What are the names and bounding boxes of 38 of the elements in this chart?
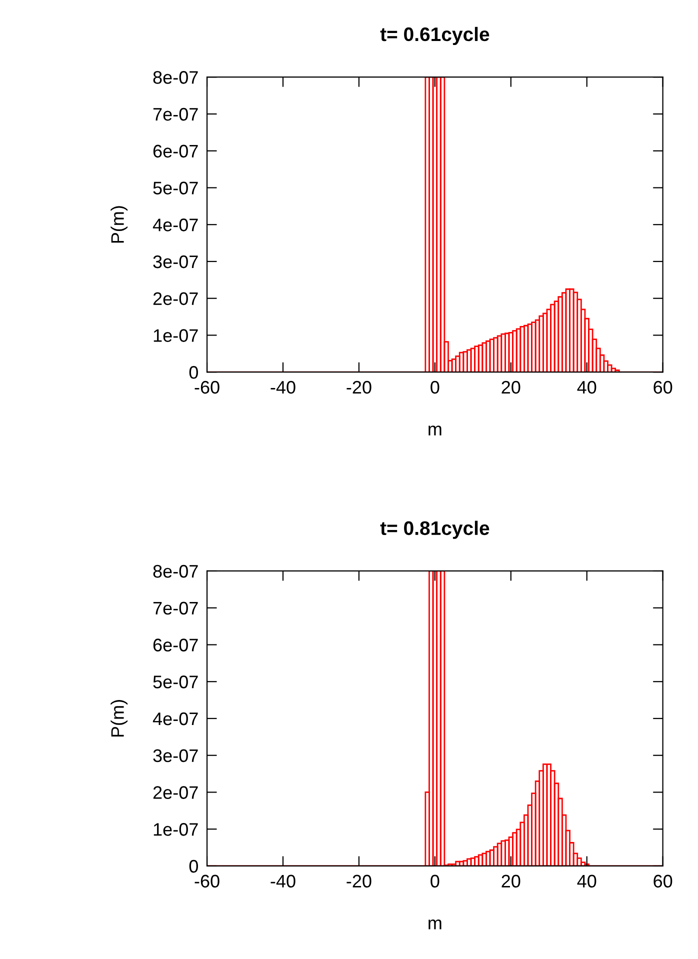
- chart-title: t= 0.81cycle: [380, 520, 490, 539]
- x-tick-label: 0: [430, 380, 440, 394]
- y-tick-label: 2e-07: [153, 292, 198, 306]
- x-axis-title: m: [428, 920, 442, 930]
- x-tick-label: 40: [577, 380, 596, 394]
- x-tick-label: 20: [502, 874, 520, 888]
- chart-title: t= 0.61cycle: [380, 26, 490, 46]
- x-tick-label: 60: [654, 874, 672, 888]
- x-tick-label: -40: [270, 380, 296, 394]
- y-tick-label: 7e-07: [153, 108, 198, 121]
- y-tick-label: 0: [189, 366, 198, 379]
- y-tick-label: 4e-07: [152, 218, 198, 232]
- y-tick-label: 8e-07: [153, 564, 198, 578]
- y-tick-label: 1e-07: [154, 823, 198, 836]
- x-tick-label: -20: [346, 380, 372, 394]
- x-tick-label: -60: [194, 874, 220, 888]
- x-tick-label: 20: [502, 380, 520, 394]
- y-tick-label: 6e-07: [153, 638, 198, 652]
- x-tick-label: -60: [194, 380, 220, 394]
- y-axis-title: P(m): [110, 700, 128, 737]
- y-tick-label: 0: [189, 860, 198, 873]
- y-tick-label: 5e-07: [153, 676, 198, 688]
- x-tick-label: 0: [430, 874, 440, 888]
- y-tick-label: 4e-07: [152, 712, 198, 726]
- y-tick-label: 1e-07: [154, 329, 198, 342]
- x-tick-label: 60: [654, 380, 672, 394]
- y-tick-label: 3e-07: [153, 749, 198, 762]
- y-tick-label: 6e-07: [153, 144, 198, 158]
- x-tick-label: -20: [346, 874, 372, 888]
- y-axis-title: P(m): [110, 206, 128, 243]
- y-tick-label: 3e-07: [153, 255, 198, 268]
- y-tick-label: 5e-07: [153, 182, 198, 194]
- y-tick-label: 7e-07: [153, 602, 198, 615]
- y-tick-label: 8e-07: [153, 71, 198, 84]
- x-axis-title: m: [428, 426, 442, 436]
- x-tick-label: 40: [577, 874, 596, 888]
- y-tick-label: 2e-07: [153, 786, 198, 799]
- x-tick-label: -40: [270, 874, 296, 888]
